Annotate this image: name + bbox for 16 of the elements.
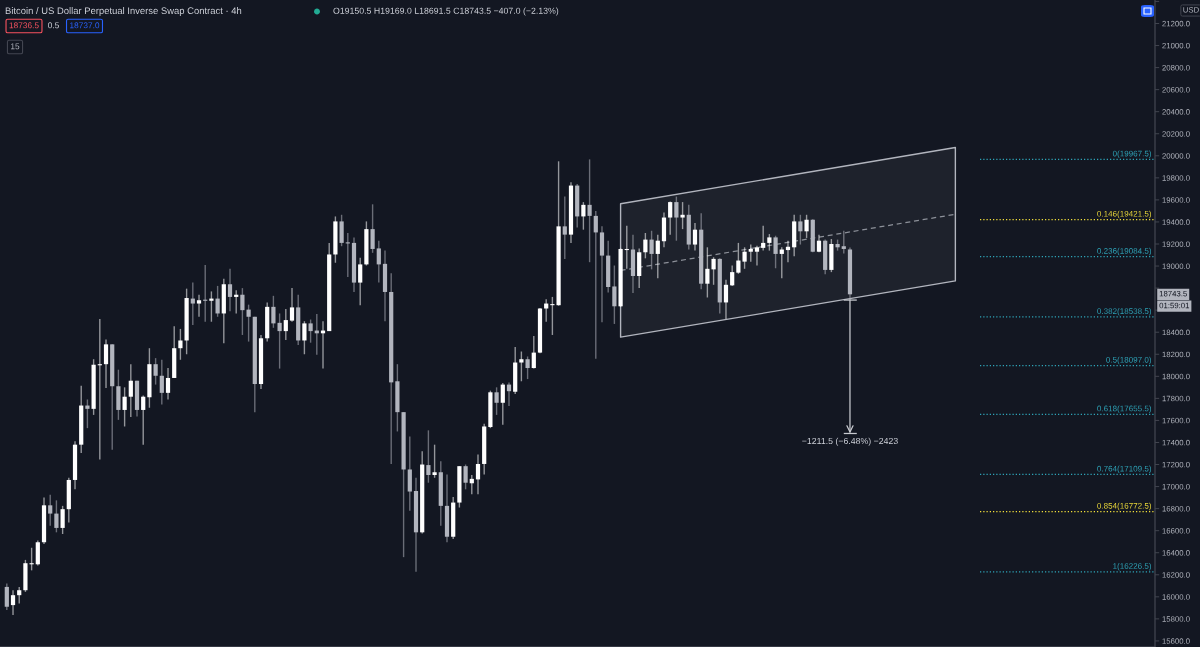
ref-line-label: 0.764(17109.5) [1097,465,1152,474]
annotation: −1211.5 (−6.48%) −2423 [802,437,898,446]
annotation: 18736.5 [9,22,39,29]
ref-line-label: 0.146(19421.5) [1097,210,1152,219]
text: O19150.5 H19169.0 L18691.5 C18743.5 −407.0 (−2.13%) [333,7,559,16]
ref-line-label: 0.5(18097.0) [1106,356,1152,365]
text: Bitcoin / US Dollar Perpetual Inverse Swap Contract · 4h [5,7,242,16]
ref-line-label: 0(19967.5) [1112,150,1152,158]
ref-line-label: 0.618(17655.5) [1097,405,1152,413]
annotation: 15 [11,43,20,50]
annotation: 0.5 [48,22,59,29]
annotation: 18737.0 [70,22,100,29]
ref-line-label: 0.236(19084.5) [1097,247,1152,256]
ref-line-label: 0.854(16772.5) [1097,502,1152,511]
ref-line-label: 0.382(18538.5) [1097,308,1152,316]
ref-line-label: 1(16226.5) [1113,562,1152,571]
